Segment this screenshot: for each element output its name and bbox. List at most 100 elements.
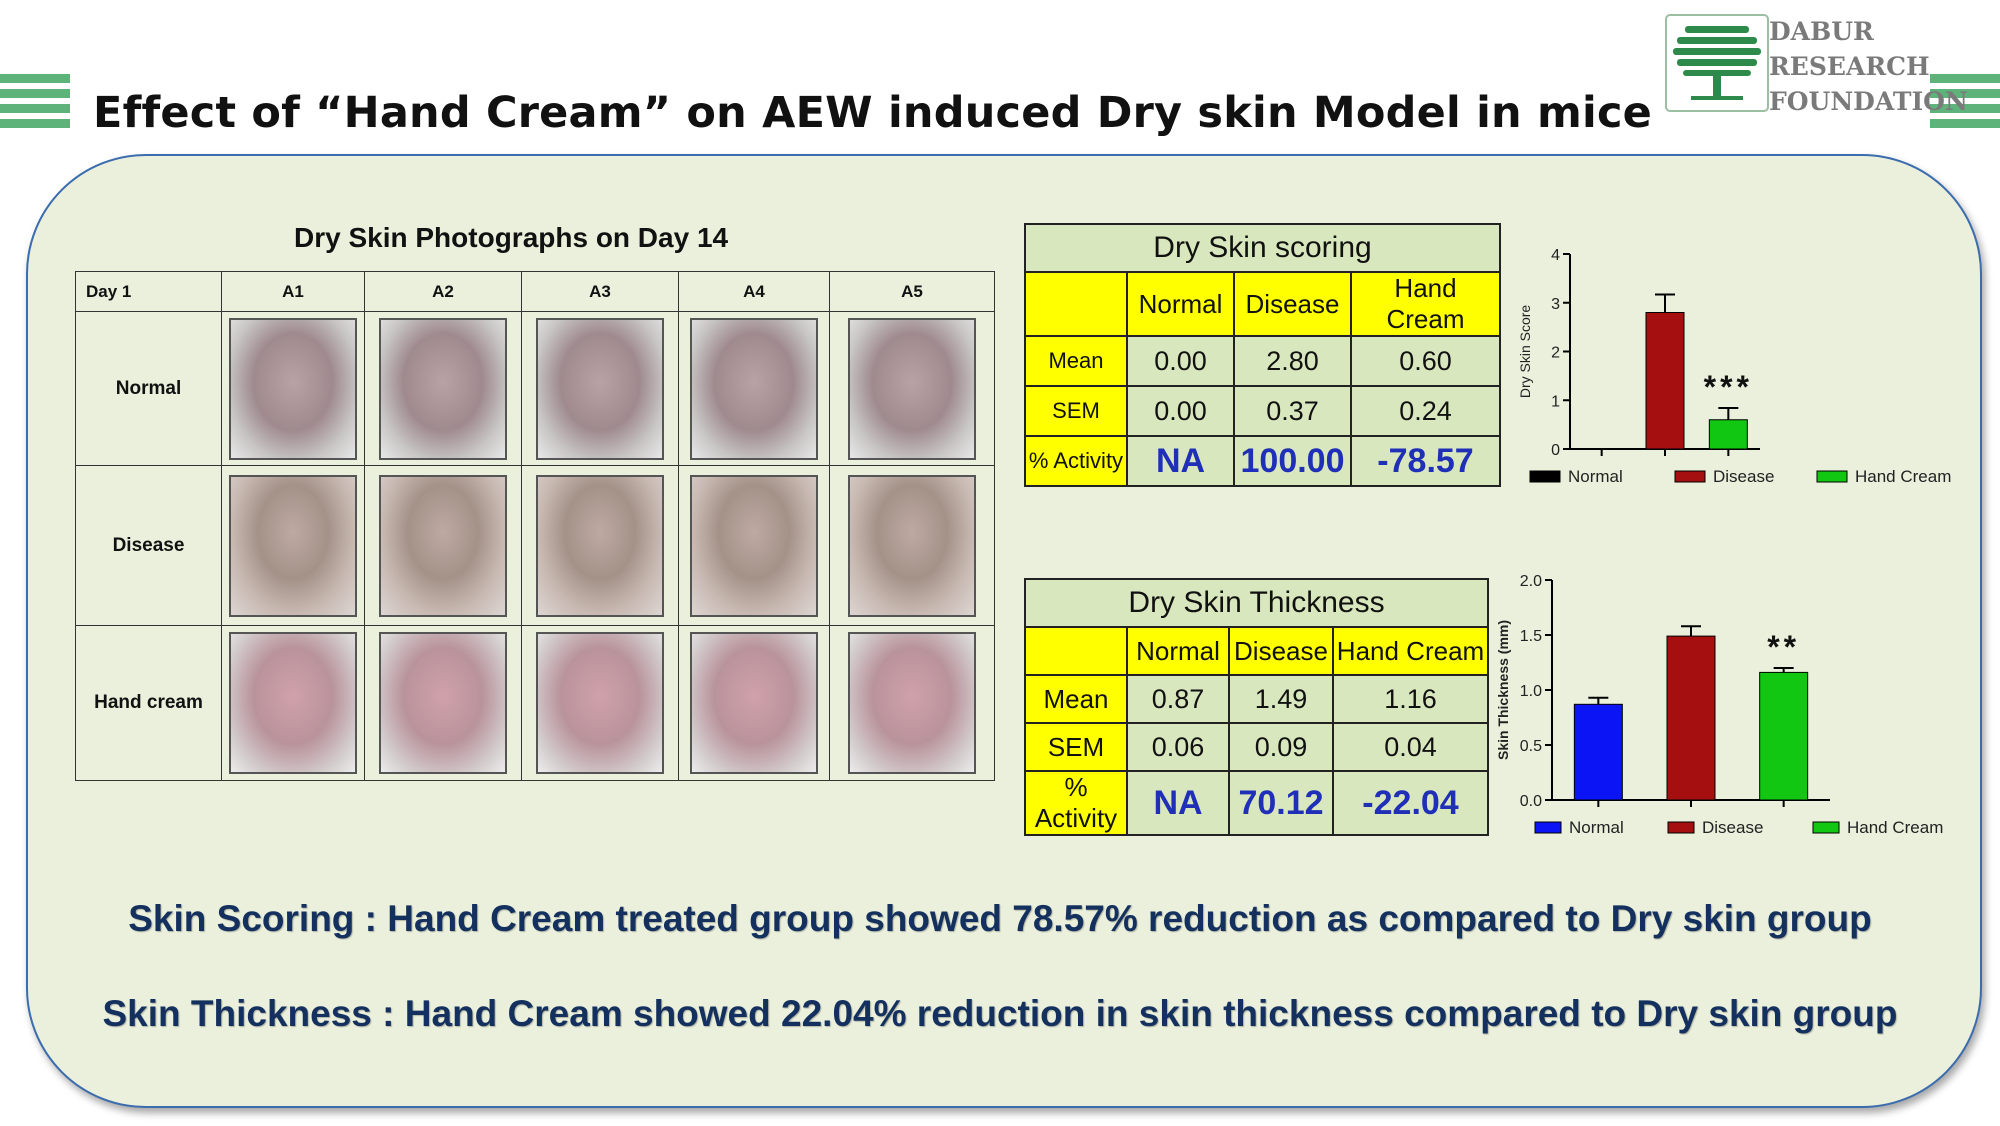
mouse-skin-photo	[229, 474, 357, 617]
photo-col-header: A2	[364, 271, 522, 312]
table-cell: 0.24	[1350, 385, 1501, 437]
legend-label: Hand Cream	[1847, 818, 1943, 837]
table-col-header: Hand Cream	[1332, 626, 1489, 676]
tree-logo-icon	[1665, 14, 1769, 112]
y-tick-label: 1	[1551, 393, 1560, 410]
y-tick-label: 3	[1551, 296, 1560, 313]
significance-marker: ***	[1704, 369, 1753, 405]
dry-skin-thickness-table: Dry Skin Thickness Normal Disease Hand C…	[1024, 578, 1489, 836]
photo-row-label: Normal	[75, 311, 222, 466]
mouse-skin-photo	[536, 317, 664, 460]
table-cell: 1.49	[1228, 674, 1334, 724]
photo-col-header: A1	[221, 271, 365, 312]
left-stripes-decoration	[0, 74, 70, 134]
legend-swatch	[1812, 821, 1840, 834]
table-cell: 0.37	[1233, 385, 1352, 437]
mouse-skin-photo	[379, 474, 507, 617]
legend-label: Disease	[1702, 818, 1763, 837]
table-cell: 0.00	[1126, 335, 1235, 387]
legend-label: Normal	[1569, 818, 1624, 837]
table-col-header: Disease	[1228, 626, 1334, 676]
table-row-label: Mean	[1024, 335, 1128, 387]
mouse-skin-photo	[536, 632, 664, 774]
legend-label: Disease	[1713, 467, 1774, 486]
table-cell: NA	[1126, 770, 1230, 836]
photo-caption: Dry Skin Photographs on Day 14	[294, 222, 729, 253]
photo-col-header: A4	[678, 271, 830, 312]
photo-row-label: Disease	[75, 465, 222, 626]
table-cell: -78.57	[1350, 435, 1501, 487]
table-cell: 0.04	[1332, 722, 1489, 772]
mouse-skin-photo	[690, 474, 818, 617]
right-stripes-decoration	[1930, 74, 2000, 134]
photo-col-header: A5	[829, 271, 995, 312]
mouse-skin-photo	[379, 317, 507, 460]
mouse-skin-photo	[848, 474, 976, 617]
legend-swatch	[1529, 470, 1561, 483]
table-cell: 2.80	[1233, 335, 1352, 387]
bar	[1573, 703, 1623, 801]
table-cell: -22.04	[1332, 770, 1489, 836]
table-cell: 100.00	[1233, 435, 1352, 487]
dry-skin-score-chart: 0 1 2 3 4 Dry Skin Score *** Normal Disease Hand …	[1517, 247, 1951, 486]
table-col-header: Hand Cream	[1350, 271, 1501, 337]
table-row-label: SEM	[1024, 722, 1128, 772]
legend-label: Normal	[1568, 467, 1623, 486]
photo-row-label: Hand cream	[75, 625, 222, 781]
bar	[1666, 635, 1716, 801]
photo-col-header: A3	[521, 271, 679, 312]
table-cell: 0.87	[1126, 674, 1230, 724]
bar	[1759, 671, 1809, 801]
table-cell: 1.16	[1332, 674, 1489, 724]
table-title: Dry Skin Thickness	[1024, 578, 1489, 628]
y-tick-label: 0	[1551, 442, 1560, 459]
photo-corner-label: Day 1	[75, 271, 222, 312]
y-axis-label: Dry Skin Score	[1517, 305, 1533, 399]
y-tick-label: 4	[1551, 247, 1560, 264]
table-row-label: % Activity	[1024, 435, 1128, 487]
table-row-label: % Activity	[1024, 770, 1128, 836]
mouse-skin-photo	[379, 632, 507, 774]
bar	[1645, 312, 1685, 450]
significance-marker: **	[1767, 629, 1800, 665]
table-col-header: Normal	[1126, 626, 1230, 676]
mouse-skin-photo	[690, 632, 818, 774]
slide-title: Effect of “Hand Cream” on AEW induced Dr…	[93, 88, 1653, 138]
y-tick-label: 1.0	[1520, 683, 1542, 700]
legend-swatch	[1534, 821, 1562, 834]
logo-text: DABUR RESEARCH FOUNDATION	[1769, 17, 1968, 116]
dabur-logo: DABUR RESEARCH FOUNDATION	[1665, 14, 1968, 116]
photo-grid-table: Day 1 A1 A2 A3 A4 A5 Normal Disease Hand…	[75, 271, 995, 781]
legend-swatch	[1667, 821, 1695, 834]
summary-thickness: Skin Thickness : Hand Cream showed 22.04…	[102, 993, 1898, 1034]
y-axis-label: Skin Thickness (mm)	[1495, 620, 1511, 760]
table-cell: 70.12	[1228, 770, 1334, 836]
y-tick-label: 2	[1551, 345, 1560, 362]
summary-scoring: Skin Scoring : Hand Cream treated group …	[128, 898, 1872, 939]
table-cell: 0.60	[1350, 335, 1501, 387]
mouse-skin-photo	[848, 317, 976, 460]
mouse-skin-photo	[536, 474, 664, 617]
y-tick-label: 0.0	[1520, 793, 1542, 810]
table-cell: 0.09	[1228, 722, 1334, 772]
table-row-label: SEM	[1024, 385, 1128, 437]
bar	[1708, 419, 1748, 450]
table-blank-cell	[1024, 626, 1128, 676]
mouse-skin-photo	[690, 317, 818, 460]
table-col-header: Disease	[1233, 271, 1352, 337]
skin-thickness-chart: 0.0 0.5 1.0 1.5 2.0 Skin Thickness (mm) ** Norm…	[1495, 573, 1943, 837]
table-row-label: Mean	[1024, 674, 1128, 724]
table-blank-cell	[1024, 271, 1128, 337]
y-tick-label: 0.5	[1520, 738, 1542, 755]
legend-label: Hand Cream	[1855, 467, 1951, 486]
table-col-header: Normal	[1126, 271, 1235, 337]
table-cell: 0.00	[1126, 385, 1235, 437]
legend-swatch	[1816, 470, 1848, 483]
mouse-skin-photo	[229, 317, 357, 460]
table-title: Dry Skin scoring	[1024, 223, 1501, 273]
legend-swatch	[1674, 470, 1706, 483]
table-cell: NA	[1126, 435, 1235, 487]
table-cell: 0.06	[1126, 722, 1230, 772]
mouse-skin-photo	[848, 632, 976, 774]
dry-skin-scoring-table: Dry Skin scoring Normal Disease Hand Cre…	[1024, 223, 1501, 487]
